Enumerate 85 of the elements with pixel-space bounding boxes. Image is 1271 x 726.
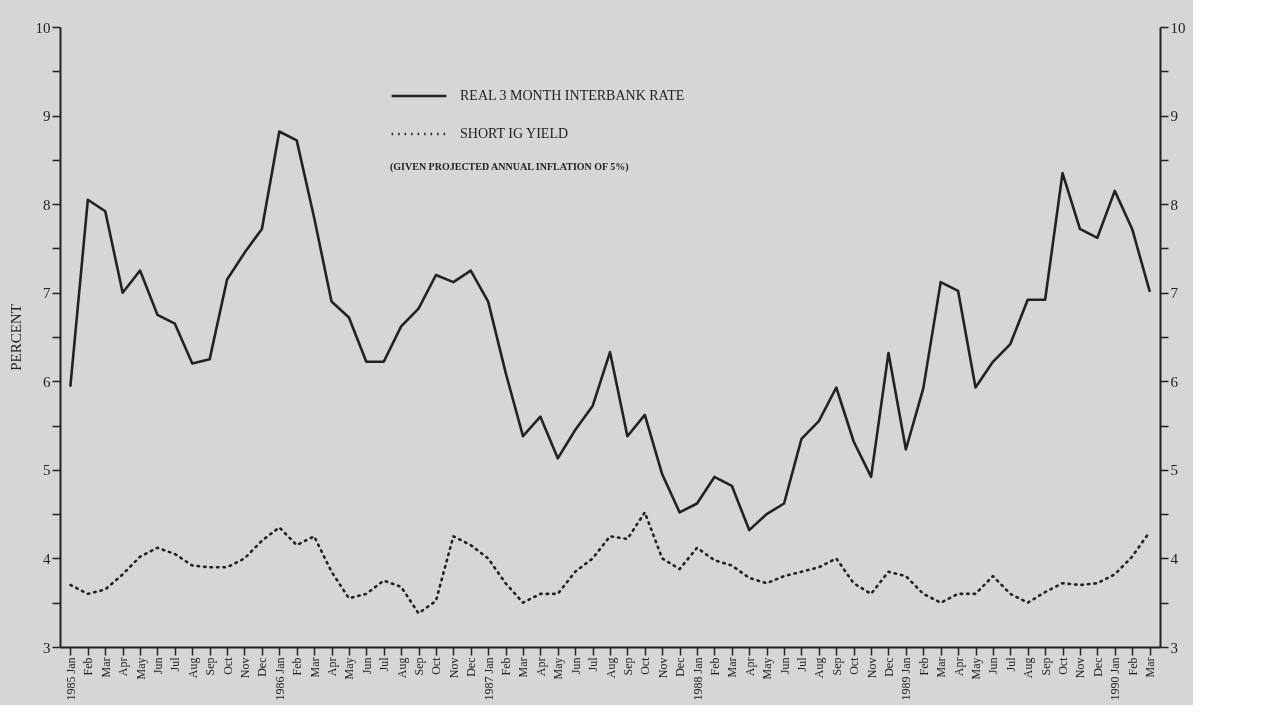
y2-tick-label: 5 bbox=[1170, 462, 1178, 479]
y-tick-label: 10 bbox=[35, 19, 51, 36]
x-tick-label: Nov bbox=[655, 657, 670, 679]
x-tick-label: Mar bbox=[516, 657, 531, 678]
x-tick-label: Feb bbox=[707, 657, 722, 676]
x-tick-label: Jul bbox=[377, 656, 392, 672]
x-tick-label: Jul bbox=[168, 656, 183, 672]
line-series bbox=[69, 511, 1151, 615]
x-tick-label: Aug bbox=[812, 657, 827, 679]
x-tick-label: Dec bbox=[1090, 657, 1105, 677]
x-tick-label: 1987 Jan bbox=[481, 657, 496, 701]
x-tick-label: Feb bbox=[81, 657, 96, 676]
x-tick-label: Dec bbox=[881, 657, 896, 677]
x-tick-label: Jun bbox=[986, 657, 1001, 675]
legend-label: REAL 3 MONTH INTERBANK RATE bbox=[460, 88, 685, 103]
legend-label: SHORT IG YIELD bbox=[460, 126, 569, 141]
y2-tick-label: 3 bbox=[1170, 639, 1178, 656]
x-tick-label: 1989 Jan bbox=[899, 657, 914, 701]
x-tick-label: Nov bbox=[1073, 657, 1088, 679]
x-tick-label: Mar bbox=[1143, 657, 1158, 678]
x-tick-label: May bbox=[969, 657, 984, 680]
x-tick-label: Feb bbox=[1125, 657, 1140, 676]
x-tick-label: May bbox=[342, 657, 357, 680]
x-tick-label: Jun bbox=[150, 657, 165, 675]
x-tick-label: Aug bbox=[603, 657, 618, 679]
x-tick-label: Feb bbox=[916, 657, 931, 676]
x-tick-label: Nov bbox=[237, 657, 252, 679]
y-tick-label: 9 bbox=[43, 108, 51, 125]
x-tick-label: May bbox=[133, 657, 148, 680]
x-tick-label: Jun bbox=[359, 657, 374, 675]
x-tick-label: Dec bbox=[464, 657, 479, 677]
x-tick-label: Apr bbox=[742, 657, 757, 677]
x-tick-label: Apr bbox=[533, 657, 548, 677]
x-tick-label: Feb bbox=[499, 657, 514, 676]
x-tick-label: Aug bbox=[185, 657, 200, 679]
y-tick-label: 7 bbox=[43, 285, 51, 302]
x-tick-label: Jun bbox=[568, 657, 583, 675]
x-tick-label: Apr bbox=[951, 657, 966, 677]
x-tick-label: Mar bbox=[934, 657, 949, 678]
x-tick-label: Oct bbox=[429, 656, 444, 675]
x-tick-label: Jul bbox=[794, 656, 809, 672]
x-tick-label: Oct bbox=[220, 656, 235, 675]
y2-tick-label: 8 bbox=[1170, 196, 1178, 213]
x-tick-label: 1990 Jan bbox=[1108, 657, 1123, 701]
y-tick-label: 3 bbox=[43, 639, 51, 656]
x-tick-label: Feb bbox=[290, 657, 305, 676]
x-tick-label: Jul bbox=[1003, 656, 1018, 672]
x-tick-label: Aug bbox=[394, 657, 409, 679]
y-tick-label: 6 bbox=[43, 373, 51, 390]
annotation: (GIVEN PROJECTED ANNUAL INFLATION OF 5%) bbox=[390, 161, 629, 173]
y2-tick-label: 7 bbox=[1170, 285, 1179, 302]
x-tick-label: May bbox=[760, 657, 775, 680]
x-tick-label: Sep bbox=[829, 657, 844, 676]
y2-tick-label: 6 bbox=[1170, 373, 1179, 390]
y2-tick-label: 4 bbox=[1170, 550, 1179, 567]
x-tick-label: Sep bbox=[203, 657, 218, 676]
y-tick-label: 4 bbox=[43, 550, 51, 567]
x-tick-label: Mar bbox=[307, 657, 322, 678]
x-tick-label: Dec bbox=[673, 657, 688, 677]
x-tick-label: Oct bbox=[638, 656, 653, 675]
x-tick-label: Jun bbox=[777, 657, 792, 675]
x-tick-label: Apr bbox=[116, 657, 131, 677]
x-tick-label: Apr bbox=[325, 657, 340, 677]
y2-tick-label: 10 bbox=[1170, 19, 1186, 36]
x-tick-label: Dec bbox=[255, 657, 270, 677]
x-tick-label: Mar bbox=[98, 657, 113, 678]
x-tick-label: 1986 Jan bbox=[272, 657, 287, 701]
x-tick-label: Sep bbox=[412, 657, 427, 676]
x-tick-label: 1985 Jan bbox=[63, 657, 78, 701]
x-tick-label: Nov bbox=[446, 657, 461, 679]
line-series bbox=[69, 130, 1151, 532]
y-tick-label: 8 bbox=[43, 196, 51, 213]
y-tick-label: 5 bbox=[43, 462, 51, 479]
x-tick-label: Mar bbox=[725, 657, 740, 678]
x-tick-label: Sep bbox=[620, 657, 635, 676]
x-tick-label: Oct bbox=[847, 656, 862, 675]
x-tick-label: May bbox=[551, 657, 566, 680]
x-tick-label: Nov bbox=[864, 657, 879, 679]
y-axis-title: PERCENT bbox=[7, 304, 24, 371]
y2-tick-label: 9 bbox=[1170, 108, 1178, 125]
x-tick-label: 1988 Jan bbox=[690, 657, 705, 701]
x-tick-label: Oct bbox=[1056, 656, 1071, 675]
x-tick-label: Sep bbox=[1038, 657, 1053, 676]
x-tick-label: Aug bbox=[1021, 657, 1036, 679]
x-tick-label: Jul bbox=[586, 656, 601, 672]
